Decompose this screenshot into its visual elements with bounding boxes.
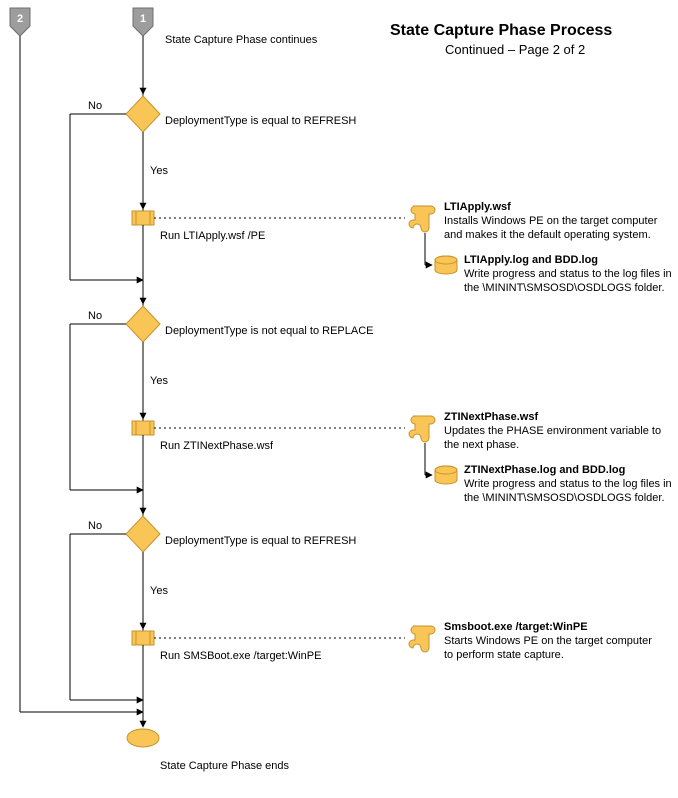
connector-1: 1 — [133, 8, 153, 36]
doc-a2-body: Write progress and status to the log fil… — [464, 268, 672, 294]
scroll-icon — [409, 416, 435, 442]
process-3-label: Run SMSBoot.exe /target:WinPE — [160, 650, 321, 664]
decision-1-label: DeploymentType is equal to REFRESH — [165, 115, 385, 129]
no-label: No — [88, 100, 102, 114]
doc-b1-body: Updates the PHASE environment variable t… — [444, 425, 661, 451]
connector-2: 2 — [10, 8, 30, 36]
doc-c1-body: Starts Windows PE on the target computer… — [444, 635, 652, 661]
scroll-icon — [409, 206, 435, 232]
scroll-icon — [409, 626, 435, 652]
yes-label: Yes — [150, 585, 168, 599]
connector-2-label: 2 — [17, 13, 23, 25]
doc-a1: LTIApply.wsf Installs Windows PE on the … — [444, 201, 664, 242]
decision-2 — [126, 306, 160, 342]
doc-b2: ZTINextPhase.log and BDD.log Write progr… — [464, 464, 674, 505]
doc-b2-title: ZTINextPhase.log and BDD.log — [464, 464, 625, 476]
start-label: State Capture Phase continues — [165, 34, 317, 48]
doc-a1-title: LTIApply.wsf — [444, 201, 511, 213]
no-label: No — [88, 310, 102, 324]
decision-3 — [126, 516, 160, 552]
no-label: No — [88, 520, 102, 534]
process-2 — [132, 421, 154, 435]
decision-1 — [126, 96, 160, 132]
doc-c1: Smsboot.exe /target:WinPE Starts Windows… — [444, 621, 664, 662]
database-icon — [435, 466, 457, 484]
connector-1-label: 1 — [140, 13, 146, 25]
process-2-label: Run ZTINextPhase.wsf — [160, 440, 273, 454]
doc-a1-body: Installs Windows PE on the target comput… — [444, 215, 657, 241]
doc-b1-title: ZTINextPhase.wsf — [444, 411, 538, 423]
process-1 — [132, 211, 154, 225]
yes-label: Yes — [150, 375, 168, 389]
decision-3-label: DeploymentType is equal to REFRESH — [165, 535, 395, 549]
yes-label: Yes — [150, 165, 168, 179]
end-terminator — [127, 729, 159, 747]
doc-b2-body: Write progress and status to the log fil… — [464, 478, 672, 504]
end-label: State Capture Phase ends — [160, 760, 289, 774]
process-1-label: Run LTIApply.wsf /PE — [160, 230, 265, 244]
database-icon — [435, 256, 457, 274]
doc-b1: ZTINextPhase.wsf Updates the PHASE envir… — [444, 411, 664, 452]
process-3 — [132, 631, 154, 645]
decision-2-label: DeploymentType is not equal to REPLACE — [165, 325, 395, 339]
doc-c1-title: Smsboot.exe /target:WinPE — [444, 621, 588, 633]
doc-a2-title: LTIApply.log and BDD.log — [464, 254, 598, 266]
doc-a2: LTIApply.log and BDD.log Write progress … — [464, 254, 674, 295]
diagram-stage: State Capture Phase Process Continued – … — [0, 0, 678, 798]
